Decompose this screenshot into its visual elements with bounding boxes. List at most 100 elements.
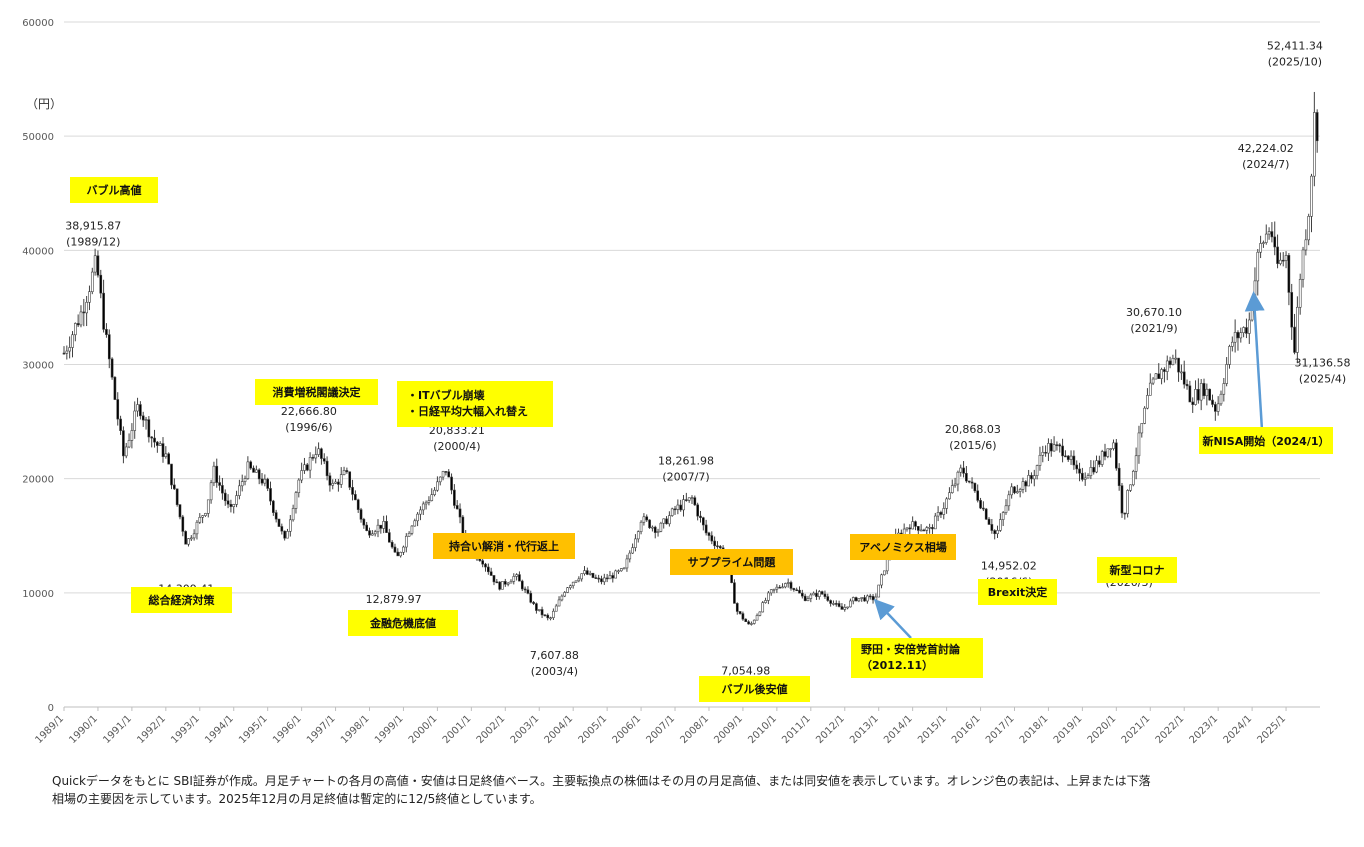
x-tick-label: 1999/1 <box>373 713 406 746</box>
candle-body <box>1106 448 1110 457</box>
annotation-cross-shareholding: 持合い解消・代行返上 <box>433 533 575 559</box>
candle-body <box>945 498 948 509</box>
candle-body <box>362 518 366 526</box>
candle-body <box>665 518 668 525</box>
value-label: 12,879.97 <box>366 593 422 606</box>
candle-body <box>351 487 354 495</box>
x-tick-label: 2021/1 <box>1120 713 1153 746</box>
candle-body <box>164 453 168 457</box>
candle-body <box>1157 373 1161 379</box>
candle-body <box>860 597 864 599</box>
candle-body <box>339 474 343 485</box>
arrow-new-nisa <box>1244 291 1265 431</box>
candle-body <box>1058 444 1062 447</box>
candle-body <box>433 489 436 495</box>
candle-body <box>696 504 699 517</box>
candle-body <box>874 596 878 601</box>
value-label-date: (1996/6) <box>285 421 332 434</box>
candle-body <box>529 593 533 603</box>
x-tick-label: 2025/1 <box>1256 713 1289 746</box>
x-tick-label: 2006/1 <box>611 713 644 746</box>
candle-body <box>693 497 697 506</box>
candle-body <box>676 504 680 510</box>
candle-body <box>328 475 332 486</box>
candle-body <box>99 274 103 294</box>
candle-body <box>1143 407 1146 424</box>
candle-body <box>823 593 827 597</box>
candle-body <box>88 291 91 303</box>
candle-body <box>622 567 626 570</box>
candle-body <box>119 418 122 431</box>
annotation-it-bubble: ・ITバブル崩壊 ・日経平均大幅入れ替え <box>397 381 553 427</box>
candle-body <box>1103 451 1107 457</box>
candle-body <box>554 605 558 612</box>
candle-body <box>1089 467 1093 476</box>
candle-body <box>147 419 151 438</box>
candle-body <box>914 521 917 527</box>
x-tick-label: 2012/1 <box>814 713 847 746</box>
grid-lines <box>64 21 1320 708</box>
candle-body <box>965 473 968 482</box>
x-tick-label: 2007/1 <box>644 713 677 746</box>
annotation-economic-package: 総合経済対策 <box>131 587 232 613</box>
candle-body <box>150 436 154 439</box>
candle-body <box>173 484 176 490</box>
candle-body <box>1041 451 1045 456</box>
value-label-date: (2007/7) <box>662 471 709 484</box>
candle-body <box>1148 382 1152 396</box>
candle-body <box>515 574 518 577</box>
x-tick-label: 2022/1 <box>1154 713 1187 746</box>
x-tick-label: 2008/1 <box>678 713 711 746</box>
value-label: 22,666.80 <box>281 405 337 418</box>
candle-body <box>834 603 838 605</box>
candle-body <box>337 481 340 485</box>
candle-body <box>1140 423 1144 434</box>
candle-body <box>127 440 131 448</box>
candle-body <box>718 546 722 549</box>
value-label-date: (2003/4) <box>531 665 578 678</box>
candle-body <box>916 526 920 531</box>
candle-body <box>1049 443 1053 452</box>
candle-body <box>399 552 402 557</box>
candle-body <box>642 516 646 523</box>
candle-body <box>229 503 233 507</box>
candle-body <box>96 255 100 276</box>
candle-body <box>385 521 388 533</box>
candle-body <box>1287 255 1291 293</box>
candle-body <box>455 505 459 510</box>
annotation-abenomics: アベノミクス相場 <box>850 534 956 560</box>
candle-body <box>764 600 767 603</box>
value-label-date: (2015/6) <box>949 439 996 452</box>
candle-body <box>156 441 159 446</box>
candle-body <box>1267 231 1271 235</box>
candle-body <box>184 531 187 545</box>
candle-body <box>181 516 185 532</box>
candle-body <box>574 580 578 583</box>
candle-body <box>141 415 145 421</box>
candle-body <box>447 471 451 478</box>
candle-body <box>849 600 852 608</box>
candle-body <box>379 524 383 529</box>
x-tick-label: 2015/1 <box>916 713 949 746</box>
candle-body <box>537 609 541 611</box>
candle-body <box>1185 383 1189 387</box>
candle-body <box>1160 369 1163 379</box>
candle-body <box>1075 464 1079 470</box>
candle-body <box>569 585 572 588</box>
candle-body <box>1236 332 1240 339</box>
annotation-financial-crisis-bottom: 金融危機底値 <box>348 610 458 636</box>
candle-body <box>948 492 951 500</box>
candle-body <box>699 515 702 518</box>
candle-body <box>761 602 765 613</box>
candle-body <box>153 437 156 443</box>
candle-body <box>625 558 629 569</box>
x-tick-label: 1995/1 <box>237 713 270 746</box>
candle-body <box>809 594 813 599</box>
candle-body <box>294 492 298 509</box>
candle-body <box>786 582 790 584</box>
candle-body <box>243 478 247 482</box>
candle-body <box>984 508 988 520</box>
y-tick-label: 0 <box>48 703 54 714</box>
candle-body <box>973 482 977 492</box>
candle-body <box>68 347 71 352</box>
